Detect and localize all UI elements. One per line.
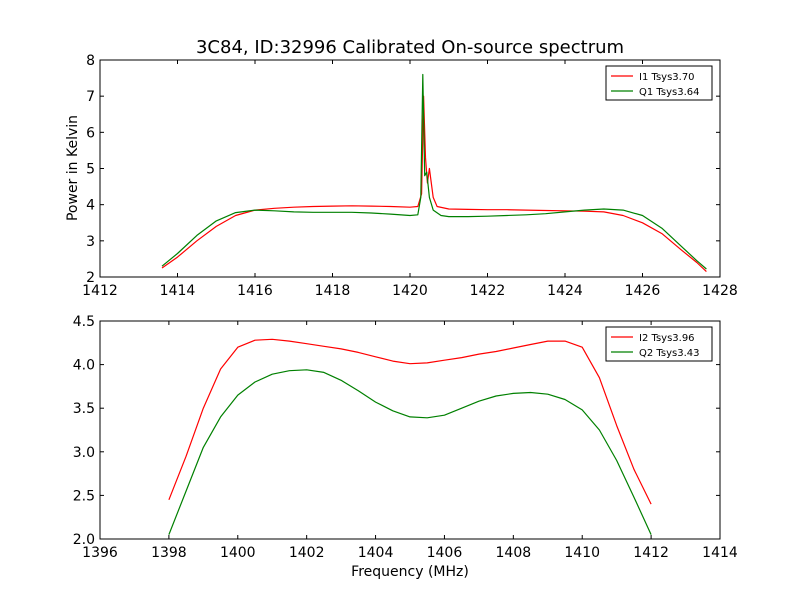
legend: I1 Tsys3.70 Q1 Tsys3.64 — [605, 65, 713, 101]
top-spectrum-panel: 1412 1414 1416 1418 1420 1422 1424 1426 1428 2 3 4 5… — [82, 53, 738, 299]
y-tick-label: 3.5 — [73, 401, 95, 417]
x-tick-label: 1412 — [633, 545, 669, 561]
x-tick-label: 1422 — [470, 283, 506, 299]
x-tick-label: 1412 — [82, 283, 118, 299]
bottom-spectrum-panel: 1396 1398 1400 1402 1404 1406 1408 1410 1412 1414… — [73, 314, 738, 561]
x-tick-label: 1414 — [702, 545, 738, 561]
legend-entry: I2 Tsys3.96 — [639, 333, 695, 344]
x-tick-label: 1414 — [160, 283, 196, 299]
x-tick-label: 1424 — [547, 283, 583, 299]
series-line-0-1 — [161, 73, 707, 270]
y-tick-label: 2.5 — [73, 488, 95, 504]
y-tick-label: 4 — [86, 198, 95, 214]
y-tick-label: 5 — [86, 162, 95, 178]
legend: I2 Tsys3.96 Q2 Tsys3.43 — [605, 326, 713, 362]
x-tick-label: 1416 — [237, 283, 273, 299]
x-tick-label: 1410 — [564, 545, 600, 561]
legend-box — [605, 326, 713, 362]
y-tick-label: 4.0 — [73, 358, 95, 374]
y-tick-label: 8 — [86, 53, 95, 69]
x-tick-label: 1400 — [220, 545, 256, 561]
y-tick-label: 2.0 — [73, 532, 95, 548]
series-line-1-1 — [168, 369, 652, 535]
x-tick-label: 1426 — [625, 283, 661, 299]
x-tick-label: 1402 — [289, 545, 325, 561]
x-tick-label: 1418 — [315, 283, 351, 299]
series-line-1-0 — [168, 338, 652, 505]
y-tick-label: 3.0 — [73, 445, 95, 461]
x-axis-label: Frequency (MHz) — [351, 564, 469, 580]
y-tick-label: 2 — [86, 270, 95, 286]
legend-entry: I1 Tsys3.70 — [639, 72, 695, 83]
x-tick-label: 1398 — [151, 545, 187, 561]
plot-frame — [99, 320, 721, 540]
x-tick-label: 1420 — [392, 283, 428, 299]
x-tick-label: 1396 — [82, 545, 118, 561]
x-tick-label: 1404 — [358, 545, 394, 561]
x-tick-label: 1428 — [702, 283, 738, 299]
y-tick-label: 6 — [86, 125, 95, 141]
y-tick-label: 7 — [86, 89, 95, 105]
series-line-0-0 — [161, 95, 707, 273]
y-axis-label: Power in Kelvin — [65, 115, 81, 221]
legend-entry: Q2 Tsys3.43 — [639, 348, 699, 359]
x-tick-label: 1406 — [427, 545, 463, 561]
chart-title: 3C84, ID:32996 Calibrated On-source spec… — [196, 37, 624, 58]
y-tick-label: 3 — [86, 234, 95, 250]
legend-entry: Q1 Tsys3.64 — [639, 87, 699, 98]
x-tick-label: 1408 — [496, 545, 532, 561]
legend-box — [605, 65, 713, 101]
y-tick-label: 4.5 — [73, 314, 95, 330]
